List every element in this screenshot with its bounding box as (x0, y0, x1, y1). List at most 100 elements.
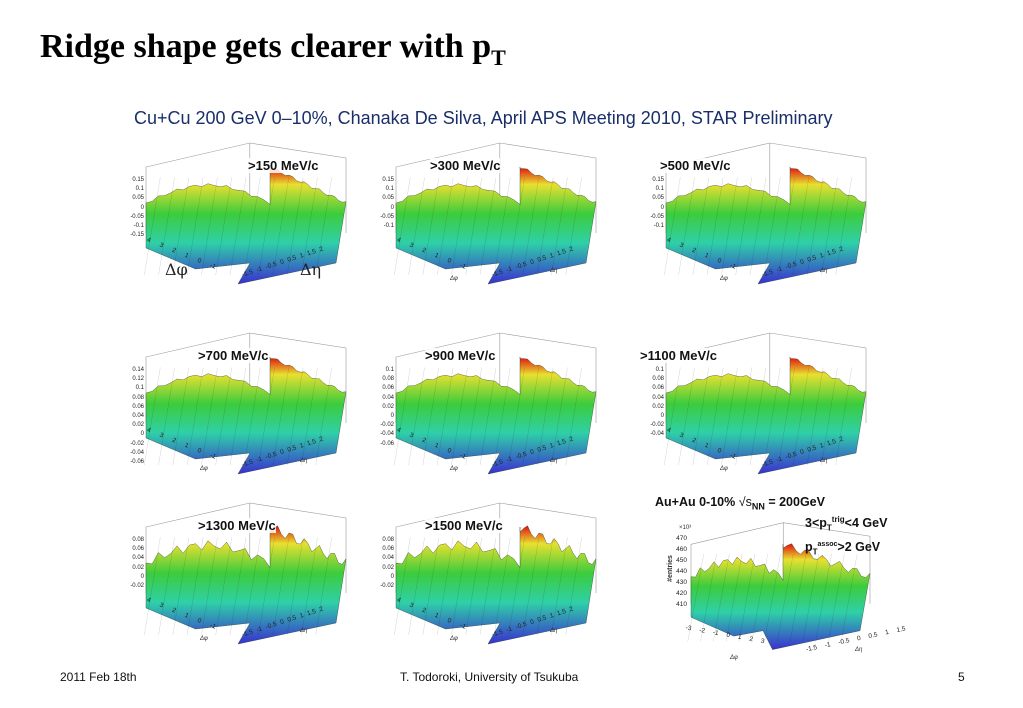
surface-mesh-line (244, 177, 261, 276)
surface-mesh-line (792, 367, 810, 466)
surface-mesh-line (186, 367, 204, 466)
eta-axis-label: Δη (300, 458, 308, 464)
surface-mesh-line (286, 177, 304, 276)
surface-mesh-line (272, 177, 290, 276)
surface-mesh-line (201, 177, 218, 276)
eta-tick-label: 0 (279, 448, 285, 457)
phi-tick-label: 1 (183, 611, 190, 620)
surface-mesh-line (792, 177, 810, 276)
figure-caption: Cu+Cu 200 GeV 0–10%, Chanaka De Silva, A… (134, 108, 833, 128)
surface-mesh-line (408, 177, 425, 276)
surface-mesh-line (215, 537, 232, 636)
surface-mesh-line (301, 537, 318, 636)
phi-tick-label: 4 (395, 236, 402, 245)
z-tick-label: 0.12 (132, 376, 144, 383)
phi-tick-label: 0 (196, 616, 203, 625)
z-tick-label: 0.04 (382, 394, 394, 401)
surface-mesh-line (315, 537, 332, 636)
phi-tick-label: 4 (395, 596, 402, 605)
surface-mesh-line (451, 537, 468, 636)
phi-axis-label: Δφ (200, 636, 208, 642)
z-axis-ticks: 0.14 0.12 0.1 0.08 0.06 0.04 0.02 0 -0.02 -0.04 -0… (120, 366, 144, 467)
phi-tick-label: 4 (395, 426, 402, 435)
surface-mesh-line (144, 177, 161, 276)
surface-mesh-line (664, 367, 681, 466)
eta-tick-label: 2 (568, 605, 575, 614)
z-tick-label: 0.04 (382, 555, 394, 562)
phi-tick-label: 3 (408, 601, 415, 610)
phi-tick-label: 0 (446, 446, 453, 455)
eta-tick-label: 2 (318, 605, 325, 614)
z-tick-label: 0.04 (652, 394, 664, 401)
surface-mesh-line (835, 367, 852, 466)
z-tick-label: -0.04 (380, 431, 394, 438)
z-tick-label: 0.06 (652, 385, 664, 392)
surface-mesh-line (664, 177, 681, 276)
z-tick-label: -0.02 (130, 583, 144, 590)
eta-tick-label: 1 (298, 252, 305, 260)
surface-mesh-line (408, 537, 425, 636)
surface-mesh-line (479, 537, 497, 636)
surface-mesh-line (678, 367, 695, 466)
z-tick-label: 0 (140, 573, 144, 580)
z-tick-label: -0.1 (653, 223, 664, 230)
z-tick-label: 0.1 (135, 385, 144, 392)
surface-mesh-line (172, 537, 190, 636)
surface-mesh-line (821, 367, 838, 466)
eta-tick-label: 0 (279, 618, 285, 627)
eta-tick-label: 2 (318, 435, 325, 444)
surface-mesh-line (778, 367, 795, 466)
z-tick-label: 0.15 (382, 177, 394, 183)
surface-mesh-line (258, 177, 275, 276)
z-axis-ticks: 0.1 0.08 0.06 0.04 0.02 0 -0.02 -0.04 -0.06 (370, 366, 394, 449)
correlation-panel: >900 MeV/c 0.1 0.08 0.06 0.04 0.02 0 -0.02 -0.04… (370, 330, 606, 480)
surface-mesh-line (789, 553, 807, 642)
eta-axis-label: Δη (820, 268, 828, 274)
z-tick-label: 0.06 (132, 403, 144, 410)
z-tick-label: 0.14 (132, 367, 144, 373)
surface-mesh-line (749, 177, 767, 276)
surface-mesh-line (687, 553, 704, 642)
surface-mesh-line (201, 537, 218, 636)
phi-tick-label: 3 (158, 601, 165, 610)
eta-tick-label: 2 (838, 245, 845, 254)
surface-mesh-line (508, 537, 525, 636)
surface-mesh-line (706, 177, 724, 276)
correlation-surface (690, 543, 871, 650)
surface-mesh-line (522, 537, 540, 636)
auau-panel: Au+Au 0-10% √sNN = 200GeV 3<pTtrig<4 GeV… (655, 495, 906, 670)
auau-z-tick-label: 430 (676, 579, 687, 586)
surface-mesh-line (422, 537, 440, 636)
surface-mesh-line (258, 367, 275, 466)
phi-tick-label: -1 (208, 262, 217, 271)
phi-axis-label: Δφ (720, 276, 728, 282)
auau-title: Au+Au 0-10% √sNN = 200GeV (655, 495, 825, 512)
auau-phi-tick-label: -2 (698, 626, 706, 635)
eta-tick-label: 0 (799, 448, 805, 457)
surface-mesh-line (465, 177, 482, 276)
eta-tick-label: 2 (318, 245, 325, 254)
big-eta-axis-label: Δη (300, 260, 322, 279)
surface-mesh-line (536, 177, 554, 276)
z-tick-label: -0.02 (380, 583, 394, 590)
z-tick-label: 0.02 (382, 564, 394, 571)
surface-mesh-line (494, 177, 511, 276)
surface-mesh-line (815, 553, 832, 642)
surface-mesh-line (158, 537, 175, 636)
surface-plot (664, 142, 867, 285)
z-tick-label: 0.06 (382, 385, 394, 392)
phi-tick-label: 0 (196, 256, 203, 265)
z-tick-label: 0.1 (385, 186, 394, 193)
z-tick-label: 0.08 (382, 376, 394, 383)
surface-mesh-line (186, 177, 204, 276)
z-tick-label: -0.06 (130, 459, 144, 466)
z-tick-label: -0.02 (380, 422, 394, 429)
surface-mesh-line (286, 537, 304, 636)
correlation-surface (145, 525, 347, 645)
z-tick-label: 0.02 (652, 403, 664, 410)
z-tick-label: 0.1 (385, 367, 394, 373)
surface-mesh-line (713, 553, 730, 642)
z-axis-ticks: 0.08 0.06 0.04 0.02 0 -0.02 (120, 536, 144, 591)
surface-mesh-line (721, 367, 738, 466)
z-tick-label: 0.02 (382, 403, 394, 410)
